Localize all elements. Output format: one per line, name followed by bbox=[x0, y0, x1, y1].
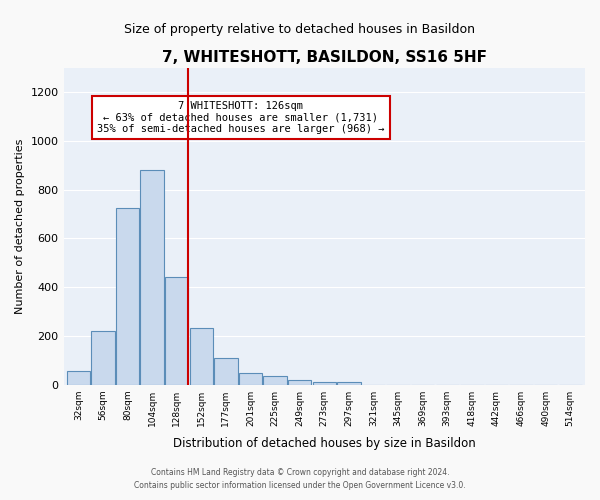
Bar bbox=[214, 358, 238, 384]
Bar bbox=[67, 371, 90, 384]
Text: 7 WHITESHOTT: 126sqm
← 63% of detached houses are smaller (1,731)
35% of semi-de: 7 WHITESHOTT: 126sqm ← 63% of detached h… bbox=[97, 101, 385, 134]
Bar bbox=[239, 373, 262, 384]
Y-axis label: Number of detached properties: Number of detached properties bbox=[15, 138, 25, 314]
Bar bbox=[91, 332, 115, 384]
Text: Contains HM Land Registry data © Crown copyright and database right 2024.
Contai: Contains HM Land Registry data © Crown c… bbox=[134, 468, 466, 489]
Bar bbox=[190, 328, 213, 384]
Bar bbox=[288, 380, 311, 384]
Bar bbox=[140, 170, 164, 384]
Bar bbox=[165, 278, 188, 384]
Bar bbox=[337, 382, 361, 384]
X-axis label: Distribution of detached houses by size in Basildon: Distribution of detached houses by size … bbox=[173, 437, 476, 450]
Title: 7, WHITESHOTT, BASILDON, SS16 5HF: 7, WHITESHOTT, BASILDON, SS16 5HF bbox=[162, 50, 487, 65]
Bar bbox=[116, 208, 139, 384]
Bar bbox=[313, 382, 336, 384]
Bar bbox=[263, 376, 287, 384]
Text: Size of property relative to detached houses in Basildon: Size of property relative to detached ho… bbox=[125, 22, 476, 36]
